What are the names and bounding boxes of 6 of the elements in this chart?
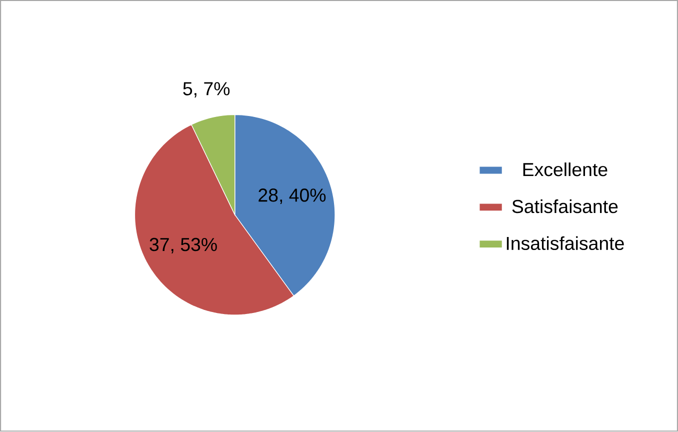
data-label: 37, 53% [150,238,217,254]
legend-label: Satisfaisante [512,200,618,214]
legend-label: Insatisfaisante [506,236,624,250]
data-label: 5, 7% [183,82,230,98]
data-label: 28, 40% [258,188,326,204]
legend-label: Excellente [523,162,608,176]
